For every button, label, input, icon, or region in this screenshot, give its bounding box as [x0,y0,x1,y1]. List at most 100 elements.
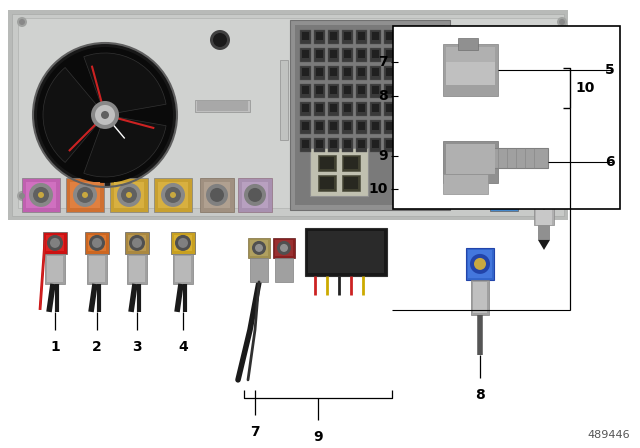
Bar [393,26,620,209]
Text: 8: 8 [475,388,485,402]
Bar [250,258,268,282]
Ellipse shape [280,244,288,252]
Bar [384,48,395,62]
Bar [533,161,555,187]
Bar [490,55,518,83]
Bar [127,254,147,284]
Bar [428,86,435,94]
Bar [204,182,230,208]
Ellipse shape [132,238,142,248]
Ellipse shape [89,235,105,251]
Text: 8: 8 [378,89,388,103]
Text: 10: 10 [575,81,595,95]
Bar [400,86,407,94]
Bar [295,25,445,205]
Ellipse shape [436,185,442,190]
Ellipse shape [129,235,145,251]
Ellipse shape [498,63,510,75]
Bar [426,30,437,44]
Ellipse shape [77,187,93,203]
Bar [372,68,379,76]
Ellipse shape [19,193,25,199]
Bar [358,104,365,112]
Text: 9: 9 [313,430,323,444]
Bar [302,86,309,94]
Bar [305,228,387,276]
Bar [342,120,353,134]
Wedge shape [43,68,105,163]
Ellipse shape [277,241,291,255]
Polygon shape [538,200,550,210]
Wedge shape [84,53,166,115]
Ellipse shape [19,19,25,25]
Bar [426,66,437,80]
Bar [302,122,309,130]
Bar [400,32,407,40]
Ellipse shape [538,128,550,140]
Ellipse shape [454,165,460,170]
Bar [533,81,555,107]
Bar [129,256,145,282]
Bar [330,140,337,148]
Bar [426,48,437,62]
Bar [174,235,192,251]
Bar [316,50,323,58]
Ellipse shape [165,187,181,203]
Bar [536,112,552,145]
Bar [530,78,558,110]
Bar [302,32,309,40]
Ellipse shape [73,183,97,207]
Bar [538,145,550,160]
Bar [320,157,334,169]
Bar [412,120,423,134]
Ellipse shape [95,105,115,125]
Bar [43,232,67,254]
Bar [414,122,421,130]
Polygon shape [538,240,550,250]
Bar [300,48,311,62]
Bar [538,185,550,200]
Bar [412,84,423,98]
Bar [314,48,325,62]
Bar [490,87,518,115]
Bar [372,32,379,40]
Bar [318,175,336,191]
Bar [344,50,351,58]
Bar [370,102,381,116]
Ellipse shape [445,185,451,190]
Bar [300,102,311,116]
Bar [238,178,272,212]
Ellipse shape [244,184,266,206]
Ellipse shape [210,30,230,50]
Bar [372,50,379,58]
Bar [412,102,423,116]
Bar [356,30,367,44]
Bar [446,144,495,174]
Bar [114,182,144,208]
Ellipse shape [38,192,44,198]
Bar [466,248,494,280]
Bar [420,158,480,203]
Bar [533,121,555,147]
Text: 489446: 489446 [588,430,630,440]
Bar [538,105,550,120]
Bar [426,84,437,98]
Bar [310,148,368,196]
Bar [426,138,437,152]
Bar [342,102,353,116]
Bar [398,84,409,98]
Ellipse shape [535,125,553,143]
Bar [534,150,554,185]
Bar [18,18,558,208]
Bar [197,101,248,111]
Ellipse shape [210,188,224,202]
Bar [384,30,395,44]
Bar [398,138,409,152]
Bar [443,174,488,194]
Bar [275,240,293,256]
Bar [89,256,105,282]
Ellipse shape [445,165,451,170]
Bar [428,104,435,112]
Bar [414,140,421,148]
Ellipse shape [117,183,141,207]
